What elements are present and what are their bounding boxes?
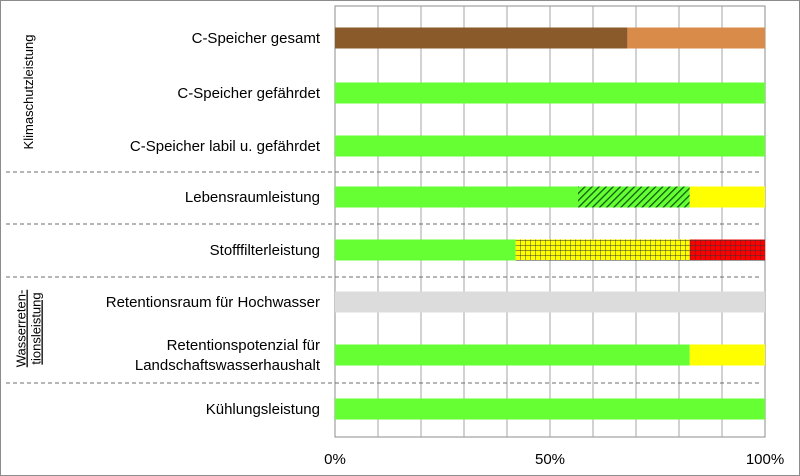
x-tick-label: 50% [535,451,565,468]
bar-segment-3-0 [335,186,578,208]
bar-segment-6-0 [335,344,690,366]
bar-segment-0-0 [335,27,628,49]
bar-segment-7-0 [335,398,765,420]
group-label: tionsleistung [29,292,44,364]
bar-segment-3-1 [577,186,690,208]
category-label: Retentionspotenzial für [167,337,320,354]
bar-segment-1-0 [335,82,765,104]
category-label: C-Speicher gefährdet [177,85,320,102]
bar-segment-3-2 [689,186,765,208]
category-label: Stofffilterleistung [210,242,320,259]
category-label: C-Speicher gesamt [192,30,321,47]
x-tick-label: 100% [746,451,784,468]
group-label: Klimaschutzleistung [21,35,36,150]
bar-segment-5-0 [335,291,765,313]
category-label: Retentionsraum für Hochwasser [106,294,320,311]
category-label: Landschaftswasserhaushalt [135,357,321,374]
bar-segment-4-1-pattern [515,239,690,261]
x-tick-label: 0% [324,451,346,468]
bar-segment-4-2-pattern [689,239,765,261]
bar-segment-0-1 [627,27,765,49]
category-label: Lebensraumleistung [185,189,320,206]
group-label: Wasserreten- [14,290,29,368]
bar-segment-2-0 [335,135,765,157]
category-label: C-Speicher labil u. gefährdet [130,138,321,155]
bar-segment-6-1 [689,344,765,366]
category-label: Kühlungsleistung [206,401,320,418]
bar-segment-4-0 [335,239,516,261]
